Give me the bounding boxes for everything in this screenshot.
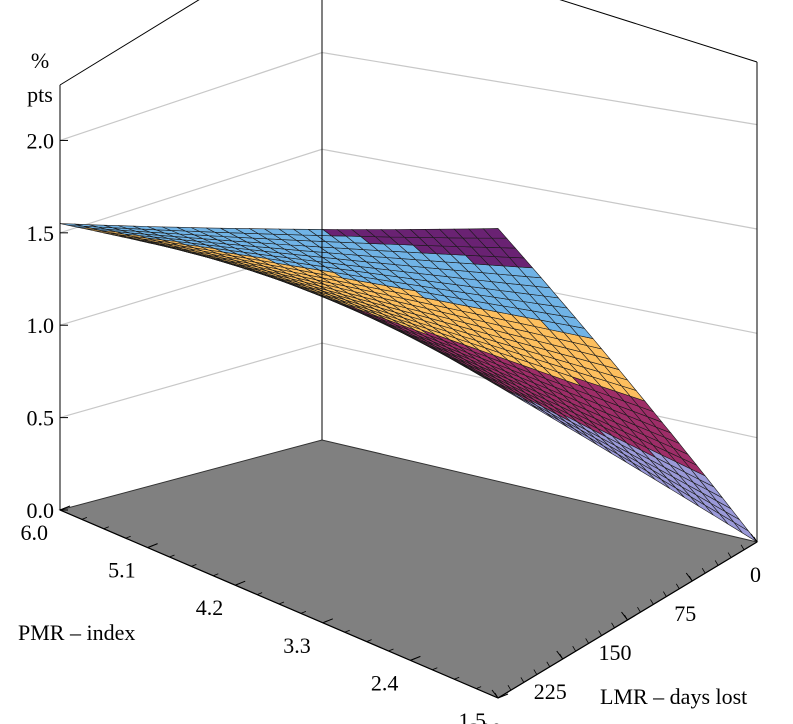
y-minor-tick [585, 638, 589, 644]
z-gridline-3 [59, 148, 758, 234]
y-minor-tick [572, 645, 577, 652]
y-minor-tick [740, 544, 745, 551]
x-minor-tick [256, 592, 263, 595]
x-minor-tick [475, 686, 482, 689]
x-minor-tick [432, 667, 438, 671]
x-minor-tick [410, 658, 416, 661]
tick-labels: 0.0 0.5 1.0 1.5 2.0 6.0 5.1 4.2 3.3 2.4 1.5 0 75 150 2… [21, 128, 762, 724]
y-minor-tick [663, 591, 667, 597]
z-axis-title-line2: pts [27, 82, 53, 107]
z-axis-title-line1: % [31, 48, 49, 73]
x-tick-label-4: 2.4 [371, 670, 399, 695]
x-minor-tick [59, 507, 66, 511]
y-minor-tick [637, 606, 641, 613]
y-minor-tick [650, 599, 654, 605]
x-minor-tick [191, 564, 197, 567]
y-minor-tick [533, 669, 538, 675]
x-minor-tick [322, 620, 328, 624]
y-minor-tick [559, 653, 564, 660]
x-minor-tick [388, 648, 394, 652]
y-minor-tick [598, 630, 602, 636]
y-tick-label-0: 0 [750, 562, 761, 587]
x-minor-tick [81, 517, 88, 520]
y-minor-tick [727, 552, 732, 558]
z-tick-label-4: 2.0 [27, 128, 55, 153]
surface-mesh [59, 223, 758, 543]
y-minor-tick [494, 692, 499, 699]
y-minor-tick [611, 622, 615, 629]
y-minor-tick [714, 560, 719, 566]
z-tick-label-3: 1.5 [27, 221, 55, 246]
x-minor-tick [169, 554, 175, 558]
y-minor-tick [520, 677, 525, 683]
x-minor-tick [235, 582, 241, 586]
x-minor-tick [300, 611, 307, 614]
z-tick-label-1: 0.5 [27, 406, 55, 431]
y-tick-label-2: 150 [599, 640, 632, 665]
y-tick-label-3: 225 [534, 679, 567, 704]
y-minor-tick [688, 575, 693, 582]
x-tick-label-3: 3.3 [283, 633, 311, 658]
x-minor-tick [213, 573, 219, 577]
frame-top-edge-right [559, 0, 758, 63]
y-minor-tick [546, 661, 551, 668]
y-minor-tick [753, 536, 758, 543]
x-tick-label-5: 1.5 [459, 708, 487, 724]
y-minor-tick [624, 614, 628, 621]
x-axis-title: PMR – index [18, 620, 135, 645]
x-tick-label-2: 4.2 [196, 595, 224, 620]
z-tick-label-0: 0.0 [27, 498, 55, 523]
y-minor-tick [701, 567, 706, 574]
surface-cell [482, 228, 508, 239]
z-tick-label-2: 1.0 [27, 313, 55, 338]
y-minor-tick [507, 684, 512, 691]
x-minor-tick [103, 526, 109, 530]
z-gridline-4 [59, 51, 758, 141]
y-tick-label-1: 75 [674, 601, 696, 626]
frame-top-edge-left [59, 0, 200, 86]
x-minor-tick [454, 676, 460, 680]
x-minor-tick [366, 639, 372, 642]
x-minor-tick [344, 629, 350, 633]
x-minor-tick [278, 601, 285, 605]
x-minor-tick [125, 535, 131, 539]
x-minor-tick [497, 695, 504, 699]
y-minor-tick [675, 583, 680, 590]
y-axis-title: LMR – days lost [600, 684, 747, 709]
y-tick-label-4: 300 [469, 718, 502, 724]
x-minor-tick [147, 545, 153, 548]
x-tick-label-1: 5.1 [108, 558, 136, 583]
x-tick-label-0: 6.0 [21, 520, 49, 545]
